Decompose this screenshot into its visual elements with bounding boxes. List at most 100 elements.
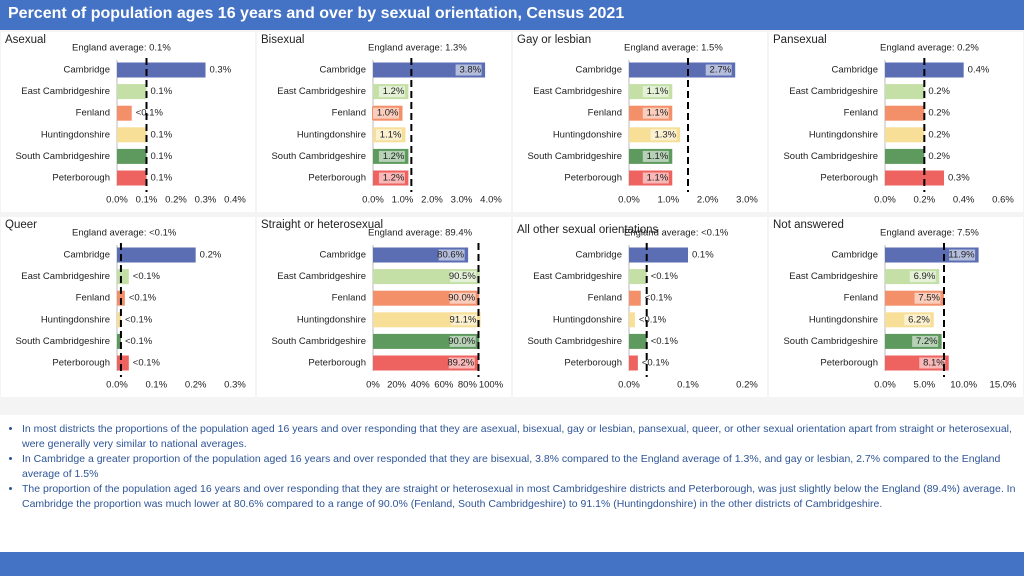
category-label: Fenland <box>332 293 366 304</box>
category-label: South Cambridgeshire <box>15 336 110 347</box>
value-label: 90.5% <box>449 271 476 282</box>
category-label: East Cambridgeshire <box>277 86 366 97</box>
panel <box>513 217 767 397</box>
category-label: Fenland <box>588 108 622 119</box>
x-tick-label: 40% <box>411 380 431 391</box>
chart-title: Pansexual <box>773 34 827 46</box>
notes: In most districts the proportions of the… <box>4 422 1022 512</box>
x-tick-label: 0.2% <box>914 195 936 206</box>
bar <box>117 127 147 143</box>
category-label: Huntingdonshire <box>41 129 110 140</box>
category-label: Cambridge <box>320 65 366 76</box>
value-label: 1.2% <box>383 173 405 184</box>
reference-label: England average: 1.5% <box>624 43 723 54</box>
x-tick-label: 5.0% <box>914 380 936 391</box>
value-label: 6.2% <box>908 314 930 325</box>
label-box <box>449 313 478 327</box>
category-label: Peterborough <box>820 173 878 184</box>
x-tick-label: 0.1% <box>677 380 699 391</box>
x-tick-label: 0.3% <box>195 195 217 206</box>
label-box <box>913 291 942 305</box>
bar <box>629 290 641 306</box>
label-box <box>437 248 466 262</box>
category-label: South Cambridgeshire <box>15 151 110 162</box>
category-label: East Cambridgeshire <box>789 271 878 282</box>
category-label: Fenland <box>76 293 110 304</box>
bar <box>629 247 688 263</box>
value-label: 0.2% <box>928 108 950 119</box>
x-tick-label: 80% <box>458 380 478 391</box>
title-bar: Percent of population ages 16 years and … <box>0 0 1024 30</box>
value-label: 1.3% <box>654 129 676 140</box>
note: The proportion of the population aged 16… <box>22 482 1022 512</box>
reference-label: England average: <0.1% <box>72 228 177 239</box>
x-tick-label: 3.0% <box>736 195 758 206</box>
value-label: 1.1% <box>647 86 669 97</box>
value-label: <0.1% <box>133 271 161 282</box>
category-label: South Cambridgeshire <box>271 336 366 347</box>
category-label: Cambridge <box>832 65 878 76</box>
label-box <box>377 149 406 163</box>
x-tick-label: 4.0% <box>480 195 502 206</box>
category-label: East Cambridgeshire <box>533 271 622 282</box>
category-label: Cambridge <box>832 250 878 261</box>
bar <box>885 170 944 186</box>
bar <box>629 269 647 285</box>
value-label: 1.1% <box>647 173 669 184</box>
category-label: Peterborough <box>308 173 366 184</box>
value-label: 0.2% <box>928 151 950 162</box>
bar <box>885 84 925 100</box>
category-label: South Cambridgeshire <box>783 151 878 162</box>
x-tick-label: 1.0% <box>658 195 680 206</box>
bar <box>117 312 121 328</box>
value-label: 0.1% <box>151 129 173 140</box>
label-box <box>377 171 406 185</box>
category-label: South Cambridgeshire <box>783 336 878 347</box>
category-label: South Cambridgeshire <box>527 151 622 162</box>
x-tick-label: 10.0% <box>950 380 977 391</box>
value-label: 3.8% <box>459 65 481 76</box>
label-box <box>447 356 476 370</box>
category-label: Huntingdonshire <box>553 314 622 325</box>
x-tick-label: 2.0% <box>697 195 719 206</box>
value-label: <0.1% <box>645 293 673 304</box>
label-box <box>372 106 400 120</box>
bar <box>629 355 638 371</box>
x-tick-label: 0.0% <box>874 380 896 391</box>
x-tick-label: 15.0% <box>990 380 1017 391</box>
value-label: 0.2% <box>928 129 950 140</box>
x-tick-label: 20% <box>387 380 407 391</box>
category-label: South Cambridgeshire <box>271 151 366 162</box>
category-label: East Cambridgeshire <box>277 271 366 282</box>
value-label: 0.2% <box>200 250 222 261</box>
value-label: <0.1% <box>639 314 667 325</box>
reference-label: England average: 89.4% <box>368 228 473 239</box>
x-tick-label: 0.2% <box>165 195 187 206</box>
category-label: Huntingdonshire <box>297 314 366 325</box>
value-label: 2.7% <box>710 65 732 76</box>
label-box <box>641 85 670 99</box>
x-tick-label: 100% <box>479 380 504 391</box>
label-box <box>908 270 937 284</box>
value-label: <0.1% <box>651 336 679 347</box>
label-box <box>649 128 678 142</box>
label-box <box>641 149 670 163</box>
category-label: Peterborough <box>308 358 366 369</box>
category-label: East Cambridgeshire <box>21 271 110 282</box>
chart-title: Asexual <box>5 34 46 46</box>
value-label: 1.0% <box>377 108 399 119</box>
category-label: Huntingdonshire <box>553 129 622 140</box>
value-label: 0.4% <box>968 65 990 76</box>
value-label: 90.0% <box>448 293 475 304</box>
category-label: Peterborough <box>564 358 622 369</box>
bar <box>117 333 121 349</box>
chart-title: Not answered <box>773 219 844 231</box>
label-box <box>449 270 478 284</box>
x-tick-label: 60% <box>434 380 454 391</box>
chart-title: Gay or lesbian <box>517 34 591 46</box>
bar <box>629 333 647 349</box>
label-box <box>641 106 670 120</box>
category-label: Cambridge <box>576 250 622 261</box>
value-label: 0.2% <box>928 86 950 97</box>
x-tick-label: 0.4% <box>953 195 975 206</box>
